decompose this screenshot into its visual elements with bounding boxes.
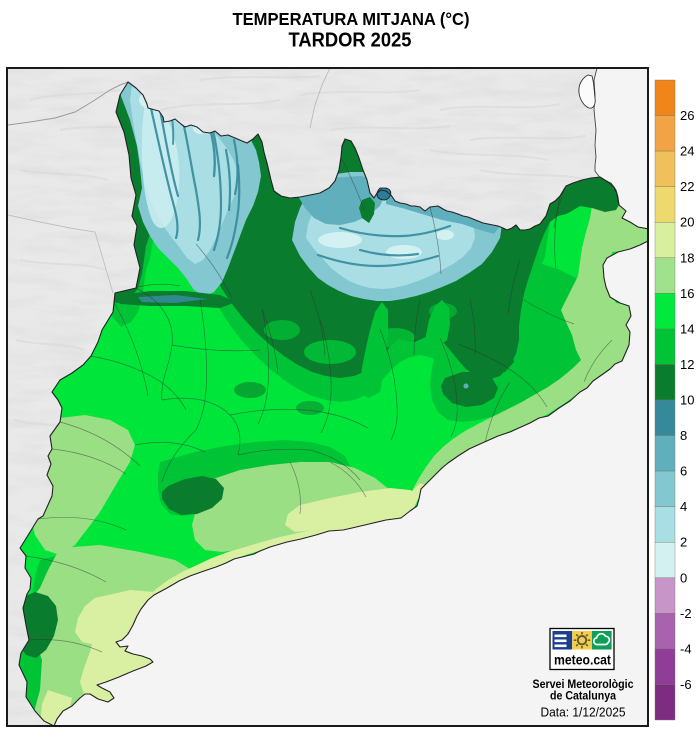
svg-text:16: 16 [680, 286, 694, 301]
svg-text:Data: 1/12/2025: Data: 1/12/2025 [541, 706, 626, 720]
svg-text:meteo.cat: meteo.cat [554, 652, 611, 668]
svg-text:-4: -4 [680, 641, 692, 656]
svg-text:TEMPERATURA MITJANA (°C): TEMPERATURA MITJANA (°C) [233, 9, 470, 29]
svg-text:18: 18 [680, 250, 694, 265]
svg-text:20: 20 [680, 215, 694, 230]
svg-text:0: 0 [680, 570, 687, 585]
svg-text:-2: -2 [680, 606, 692, 621]
svg-text:8: 8 [680, 428, 687, 443]
svg-text:6: 6 [680, 464, 687, 479]
svg-text:14: 14 [680, 321, 694, 336]
svg-text:22: 22 [680, 179, 694, 194]
svg-text:10: 10 [680, 393, 694, 408]
svg-text:Servei Meteorològic: Servei Meteorològic [533, 679, 635, 691]
svg-text:-6: -6 [680, 677, 692, 692]
svg-text:de Catalunya: de Catalunya [550, 691, 617, 703]
svg-text:2: 2 [680, 535, 687, 550]
svg-text:12: 12 [680, 357, 694, 372]
svg-text:4: 4 [680, 499, 687, 514]
svg-text:TARDOR 2025: TARDOR 2025 [289, 30, 412, 52]
svg-text:26: 26 [680, 108, 694, 123]
svg-text:24: 24 [680, 144, 694, 159]
